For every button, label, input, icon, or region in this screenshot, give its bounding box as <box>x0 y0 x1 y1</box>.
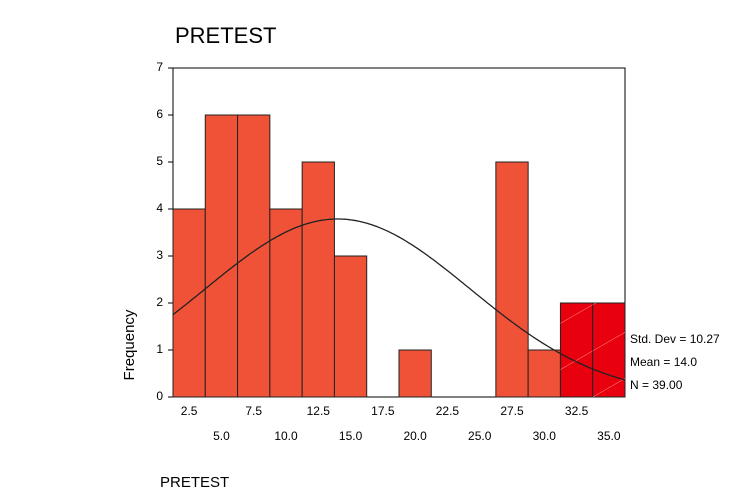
bar <box>527 349 561 398</box>
x-tick-label: 20.0 <box>403 429 427 443</box>
stat-label: N = 39.00 <box>630 378 683 392</box>
stat-label: Mean = 14.0 <box>630 355 697 369</box>
x-tick-label: 25.0 <box>468 429 492 443</box>
bar <box>333 255 368 398</box>
y-tick-label: 7 <box>156 60 163 74</box>
x-tick-label: 32.5 <box>565 404 589 418</box>
x-tick-label: 2.5 <box>181 404 198 418</box>
bar <box>269 208 303 398</box>
y-tick-label: 6 <box>156 107 163 121</box>
x-tick-label: 10.0 <box>274 429 298 443</box>
bar <box>237 114 271 398</box>
stat-label: Std. Dev = 10.27 <box>630 332 720 346</box>
chart-title: PRETEST <box>175 23 276 48</box>
bar <box>398 349 432 398</box>
x-tick-label: 22.5 <box>436 404 460 418</box>
y-tick-label: 0 <box>156 389 163 403</box>
x-tick-label: 35.0 <box>597 429 621 443</box>
bar <box>301 161 335 398</box>
y-tick-label: 2 <box>156 295 163 309</box>
x-tick-label: 15.0 <box>339 429 363 443</box>
normal-curve <box>172 218 626 381</box>
y-tick-label: 1 <box>156 342 163 356</box>
bar-hatch <box>592 303 625 397</box>
bar <box>204 114 239 398</box>
y-axis-label: Frequency <box>121 309 138 380</box>
x-tick-label: 30.0 <box>533 429 557 443</box>
x-tick-label: 12.5 <box>307 404 331 418</box>
bar <box>172 208 206 398</box>
y-tick-label: 3 <box>156 248 163 262</box>
x-tick-label: 27.5 <box>500 404 524 418</box>
x-axis-label: PRETEST <box>160 474 229 491</box>
x-tick-label: 7.5 <box>245 404 262 418</box>
y-tick-label: 5 <box>156 154 163 168</box>
bar <box>495 161 529 398</box>
bar-hatch <box>560 303 593 397</box>
x-tick-label: 5.0 <box>213 429 230 443</box>
y-tick-label: 4 <box>156 201 163 215</box>
x-tick-label: 17.5 <box>371 404 395 418</box>
